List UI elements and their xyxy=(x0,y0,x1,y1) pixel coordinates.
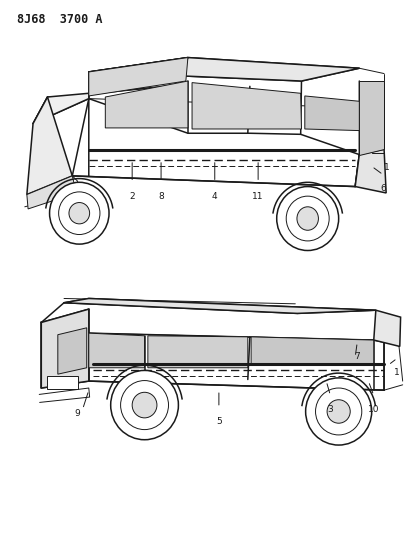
Polygon shape xyxy=(355,149,386,193)
Ellipse shape xyxy=(111,370,178,440)
Polygon shape xyxy=(359,81,384,155)
Text: 10: 10 xyxy=(368,405,380,414)
Ellipse shape xyxy=(50,182,109,244)
Text: 1: 1 xyxy=(394,368,400,377)
Text: 7: 7 xyxy=(354,352,360,361)
Polygon shape xyxy=(89,333,384,390)
Text: 1: 1 xyxy=(384,163,390,172)
Ellipse shape xyxy=(121,381,169,430)
Bar xyxy=(47,376,78,389)
Polygon shape xyxy=(192,83,301,129)
Text: 2: 2 xyxy=(129,192,135,201)
Polygon shape xyxy=(89,333,145,368)
Polygon shape xyxy=(305,96,359,131)
Ellipse shape xyxy=(69,203,90,224)
Polygon shape xyxy=(148,336,248,368)
Polygon shape xyxy=(105,81,188,128)
Polygon shape xyxy=(64,298,376,313)
Polygon shape xyxy=(374,310,401,346)
Polygon shape xyxy=(89,58,359,81)
Text: 4: 4 xyxy=(212,192,218,201)
Polygon shape xyxy=(33,58,188,124)
Text: 3: 3 xyxy=(328,405,333,414)
Ellipse shape xyxy=(286,196,329,241)
Polygon shape xyxy=(27,176,76,209)
Polygon shape xyxy=(58,328,87,374)
Text: 9: 9 xyxy=(75,409,81,418)
Ellipse shape xyxy=(132,392,157,418)
Polygon shape xyxy=(72,99,359,187)
Ellipse shape xyxy=(59,192,100,235)
Text: 6: 6 xyxy=(380,184,386,193)
Polygon shape xyxy=(41,309,89,388)
Ellipse shape xyxy=(297,207,318,230)
Polygon shape xyxy=(89,58,188,96)
Text: 5: 5 xyxy=(216,417,222,426)
Polygon shape xyxy=(27,97,72,195)
Text: 8: 8 xyxy=(158,192,164,201)
Ellipse shape xyxy=(316,388,362,435)
Polygon shape xyxy=(251,337,374,365)
Text: 11: 11 xyxy=(252,192,264,201)
Ellipse shape xyxy=(327,400,350,423)
Ellipse shape xyxy=(306,378,372,445)
Ellipse shape xyxy=(277,187,339,251)
Text: 8J68  3700 A: 8J68 3700 A xyxy=(17,13,102,26)
